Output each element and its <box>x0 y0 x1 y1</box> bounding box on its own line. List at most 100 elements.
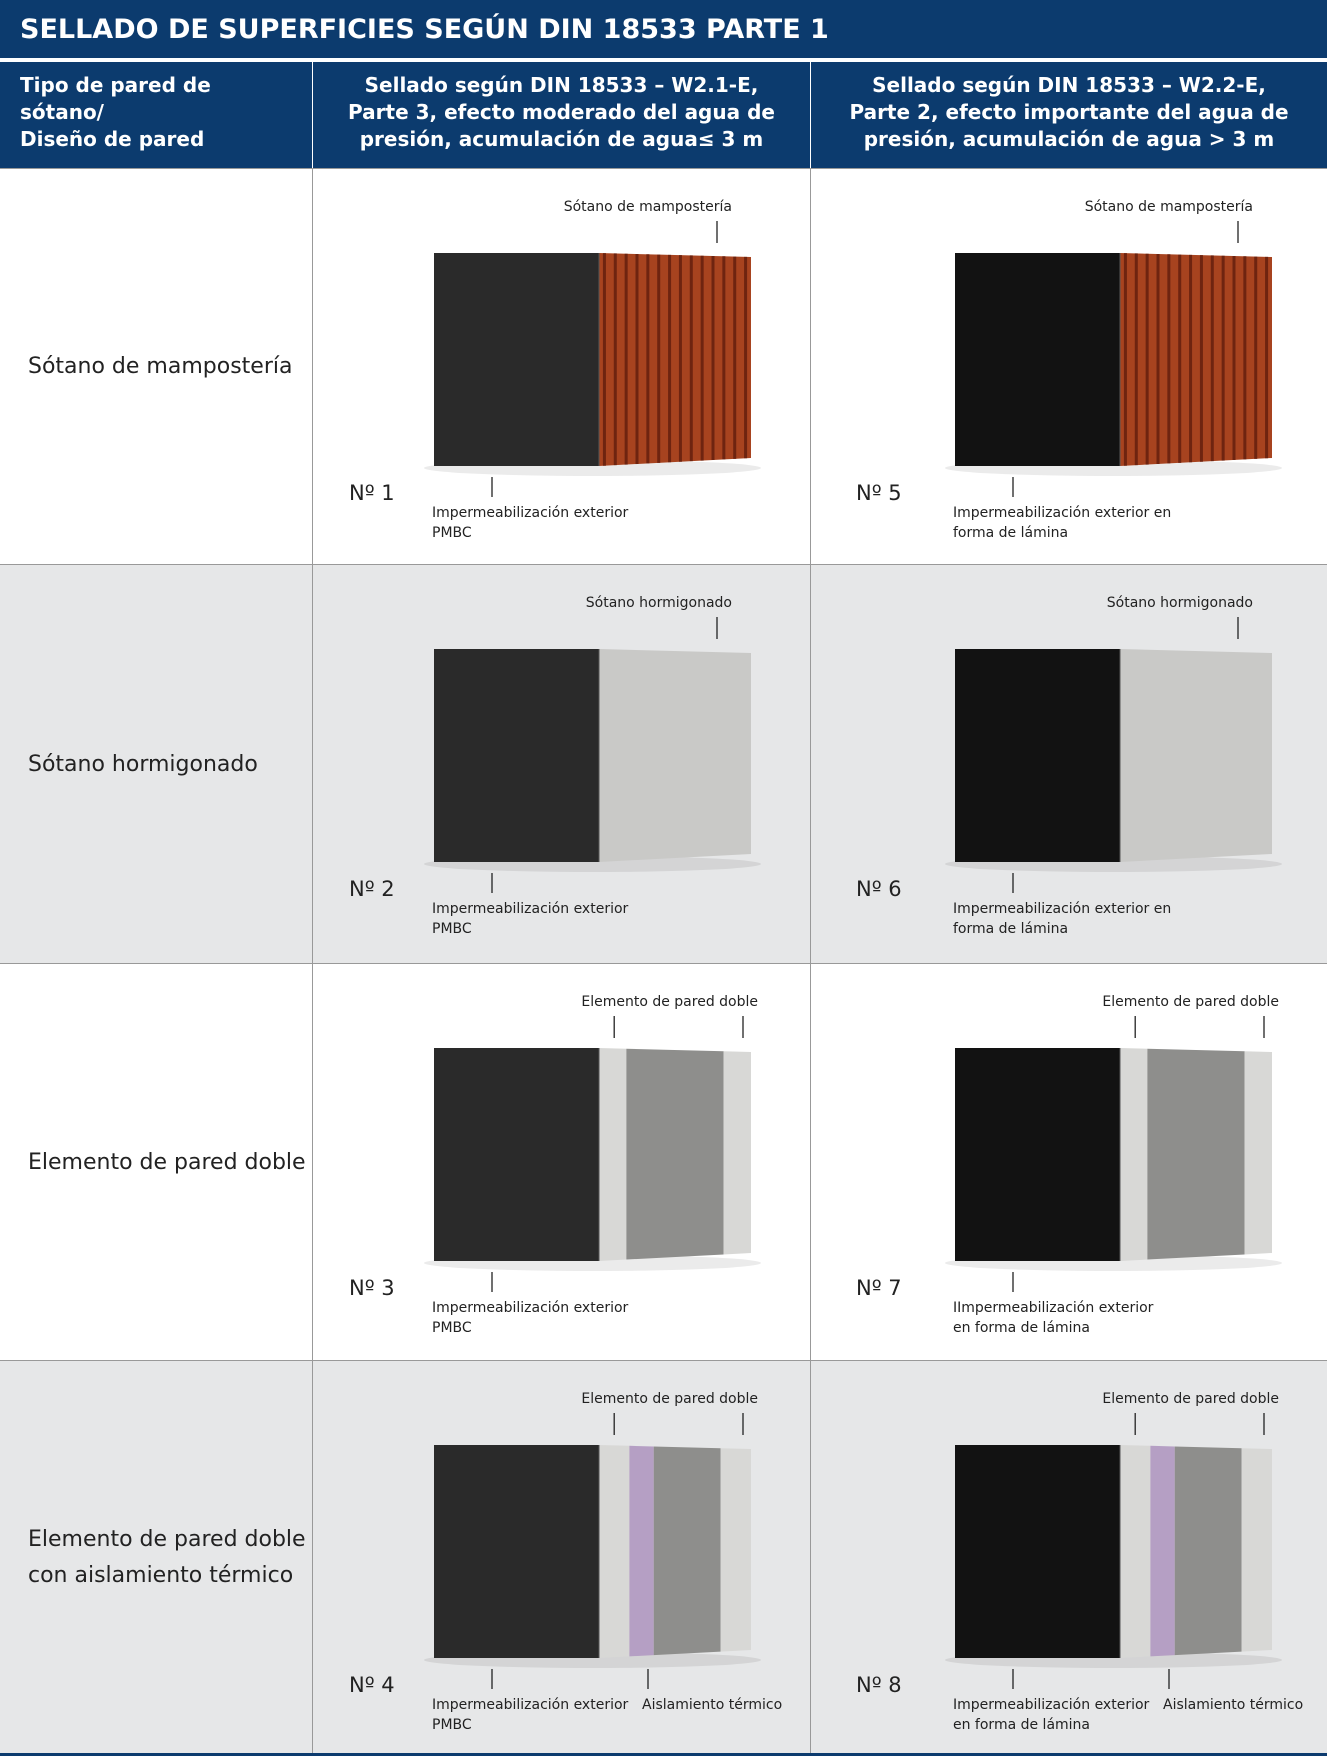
table-cell: Sótano hormigonado Nº 2 Impermeabilización… <box>312 565 810 964</box>
bottom-label: Impermeabilización exterior PMBC <box>432 899 628 939</box>
bottom-label: Impermeabilización exterior PMBC <box>432 503 628 543</box>
bottom-label-line: en forma de lámina <box>953 1320 1091 1336</box>
cube-illustration <box>945 1016 1282 1292</box>
bottom-label-line: Aislamiento térmico <box>1163 1697 1304 1713</box>
diagram-number: Nº 1 <box>349 481 395 505</box>
table-cell: Sótano de mampostería Nº 5 Impermeabilizac… <box>810 169 1327 565</box>
header-line: Parte 3, efecto moderado del agua de <box>348 100 775 124</box>
table-row: Elemento de pared doble Elemento de pared… <box>0 963 1327 1361</box>
masonry-side <box>599 253 751 466</box>
bottom-label-line: PMBC <box>432 921 472 937</box>
bottom-label-line: PMBC <box>432 1320 472 1336</box>
cube-illustration <box>945 617 1282 893</box>
cube-illustration <box>424 617 761 893</box>
cube-illustration <box>945 1413 1282 1689</box>
light-layer <box>1241 1448 1272 1652</box>
bottom-label-line: Impermeabilización exterior <box>432 901 629 917</box>
top-label: Elemento de pared doble <box>1102 994 1279 1010</box>
header-line: presión, acumulación de agua≤ 3 m <box>359 127 764 151</box>
diagram-number: Nº 4 <box>349 1673 395 1697</box>
row-label: Sótano hormigonado <box>28 747 258 783</box>
row-label: Elemento de pared doble con aislamiento t… <box>28 1522 306 1594</box>
header-cell: Sellado según DIN 18533 – W2.2-E, Parte 2… <box>810 62 1327 168</box>
table-cell: Elemento de pared doble Nº 3 Impermeabiliz… <box>312 964 810 1361</box>
row-label-line: con aislamiento térmico <box>28 1562 294 1588</box>
bottom-label-line: Impermeabilización exterior en <box>953 505 1172 521</box>
front-face <box>955 1048 1120 1261</box>
row-label-line: Elemento de pared doble <box>28 1149 306 1175</box>
bottom-label: Impermeabilización exterior PMBC <box>432 1298 628 1338</box>
diagram-number: Nº 7 <box>856 1276 902 1300</box>
light-layer <box>720 1448 751 1652</box>
bottom-label-line: forma de lámina <box>953 525 1069 541</box>
bottom-label-line: PMBC <box>432 1717 472 1733</box>
front-face <box>955 649 1120 862</box>
table-row: Elemento de pared doble con aislamiento t… <box>0 1360 1327 1754</box>
diagram-number: Nº 2 <box>349 877 395 901</box>
bottom-label: Impermeabilización exterior en forma de l… <box>953 503 1171 543</box>
top-label: Sótano hormigonado <box>585 595 732 611</box>
bottom-label: Aislamiento térmico <box>642 1695 782 1715</box>
front-face <box>955 1445 1120 1658</box>
concrete-side <box>1120 649 1272 862</box>
bottom-rule <box>0 1753 1327 1756</box>
bottom-label: Impermeabilización exterior PMBC <box>432 1695 628 1735</box>
bottom-label-line: forma de lámina <box>953 921 1069 937</box>
row-label-line: Sótano hormigonado <box>28 751 258 777</box>
table-row: Sótano de mampostería Sótano de mamposter… <box>0 168 1327 565</box>
bottom-label: Impermeabilización exterior en forma de l… <box>953 899 1171 939</box>
concrete-layer <box>1174 1446 1242 1656</box>
header-line: sótano/ <box>20 100 104 124</box>
header-line: Parte 2, efecto importante del agua de <box>849 100 1289 124</box>
diagram-number: Nº 5 <box>856 481 902 505</box>
row-label: Elemento de pared doble <box>28 1145 306 1181</box>
insulation-layer <box>629 1445 654 1657</box>
insulation-layer <box>1150 1445 1175 1657</box>
bottom-label-line: Impermeabilización exterior <box>432 1300 629 1316</box>
light-layer <box>1120 1048 1148 1261</box>
front-face <box>434 1048 599 1261</box>
diagram-number: Nº 6 <box>856 877 902 901</box>
table-row: Sótano hormigonado Sótano hormigonado Nº 2… <box>0 564 1327 964</box>
concrete-layer <box>653 1446 721 1656</box>
bottom-label: Aislamiento térmico <box>1163 1695 1303 1715</box>
bottom-label: IImpermeabilización exterior en forma de … <box>953 1298 1153 1338</box>
title: SELLADO DE SUPERFICIES SEGÚN DIN 18533 P… <box>0 0 1327 60</box>
table-cell: Sótano de mampostería Nº 1 Impermeabilizac… <box>312 169 810 565</box>
diagram-number: Nº 3 <box>349 1276 395 1300</box>
bottom-label-line: Impermeabilización exterior <box>432 1697 629 1713</box>
diagram-number: Nº 8 <box>856 1673 902 1697</box>
header-line: presión, acumulación de agua > 3 m <box>863 127 1275 151</box>
cube-illustration <box>945 221 1282 497</box>
bottom-label-line: Impermeabilización exterior en <box>953 901 1172 917</box>
bottom-label-line: en forma de lámina <box>953 1717 1091 1733</box>
front-face <box>434 1445 599 1658</box>
bottom-label: Impermeabilización exterior en forma de l… <box>953 1695 1149 1735</box>
light-layer <box>723 1051 751 1255</box>
bottom-label-line: Impermeabilización exterior <box>953 1697 1150 1713</box>
concrete-layer <box>626 1048 724 1260</box>
top-label: Elemento de pared doble <box>581 1391 758 1407</box>
masonry-side <box>1120 253 1272 466</box>
header-line: Sellado según DIN 18533 – W2.1-E, <box>364 73 759 97</box>
concrete-layer <box>1147 1048 1245 1260</box>
header-line: Diseño de pared <box>20 127 205 151</box>
header-line: Tipo de pared de <box>20 73 211 97</box>
top-label: Sótano de mampostería <box>1084 199 1253 215</box>
front-face <box>434 649 599 862</box>
cube-illustration <box>424 1016 761 1292</box>
bottom-label-line: IImpermeabilización exterior <box>953 1300 1154 1316</box>
cube-illustration <box>424 1413 761 1689</box>
top-label: Sótano hormigonado <box>1106 595 1253 611</box>
concrete-side <box>599 649 751 862</box>
bottom-label-line: Impermeabilización exterior <box>432 505 629 521</box>
front-face <box>955 253 1120 466</box>
table-cell: Elemento de pared doble Nº 8 Impermeabiliz… <box>810 1361 1327 1754</box>
top-label: Elemento de pared doble <box>581 994 758 1010</box>
row-label-line: Sótano de mampostería <box>28 354 293 379</box>
light-layer <box>1120 1445 1151 1658</box>
bottom-label-line: Aislamiento térmico <box>642 1697 783 1713</box>
top-label: Elemento de pared doble <box>1102 1391 1279 1407</box>
header-cell: Tipo de pared de sótano/Diseño de pared <box>0 62 312 168</box>
